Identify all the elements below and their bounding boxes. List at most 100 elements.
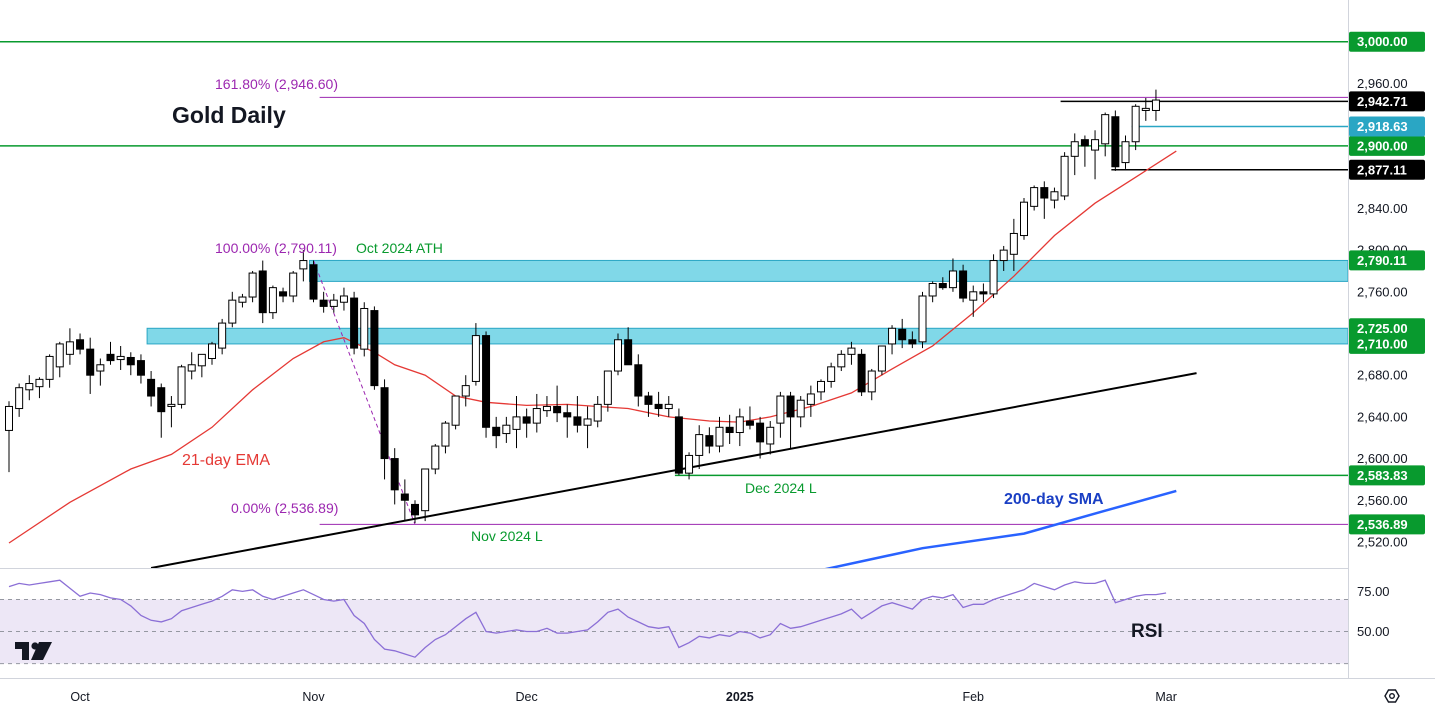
rsi-tick-label: 50.00 bbox=[1357, 624, 1390, 639]
candle-body bbox=[654, 403, 663, 410]
candle-44 bbox=[451, 395, 460, 430]
price-tag-bg bbox=[1349, 91, 1425, 112]
candle-88 bbox=[898, 318, 907, 349]
candle-11 bbox=[116, 346, 125, 370]
candle-body bbox=[745, 420, 754, 426]
price-tag-2,918.63: 2,918.63 bbox=[1349, 116, 1425, 137]
price-tag-text: 3,000.00 bbox=[1357, 34, 1408, 49]
sma200-line bbox=[824, 489, 1177, 568]
candle-body bbox=[96, 364, 105, 372]
candle-body bbox=[1151, 99, 1160, 111]
indicator-lines bbox=[8, 150, 1197, 568]
price-tick-label: 2,680.00 bbox=[1357, 368, 1408, 383]
price-tag-bg bbox=[1349, 333, 1425, 354]
candle-85 bbox=[867, 368, 876, 401]
candle-body bbox=[136, 360, 145, 376]
candle-body bbox=[928, 282, 937, 297]
candle-9 bbox=[96, 358, 105, 386]
candle-body bbox=[715, 426, 724, 447]
candle-78 bbox=[796, 396, 805, 428]
candle-body bbox=[197, 353, 206, 367]
candle-2 bbox=[25, 375, 34, 401]
candle-body bbox=[35, 378, 44, 388]
candle-body bbox=[177, 366, 186, 405]
candle-24 bbox=[248, 270, 257, 303]
candle-17 bbox=[177, 364, 186, 409]
candle-15 bbox=[157, 383, 166, 438]
candle-31 bbox=[319, 291, 328, 313]
candle-110 bbox=[1121, 135, 1130, 169]
price-tag-2,900.00: 2,900.00 bbox=[1349, 135, 1425, 156]
candle-body bbox=[370, 310, 379, 387]
candle-body bbox=[116, 355, 125, 361]
candle-73 bbox=[745, 406, 754, 430]
candle-body bbox=[634, 364, 643, 397]
candle-35 bbox=[360, 302, 369, 357]
price-tag-text: 2,877.11 bbox=[1357, 162, 1407, 177]
price-tag-2,536.89: 2,536.89 bbox=[1349, 514, 1425, 535]
price-tag-2,725.00: 2,725.00 bbox=[1349, 318, 1425, 339]
candle-6 bbox=[65, 328, 74, 365]
candle-91 bbox=[928, 281, 937, 303]
price-tag-bg bbox=[1349, 135, 1425, 156]
candle-body bbox=[614, 339, 622, 372]
candle-body bbox=[339, 295, 348, 303]
candle-67 bbox=[685, 452, 694, 480]
candle-body bbox=[360, 307, 369, 350]
candle-37 bbox=[380, 379, 389, 480]
candle-body bbox=[309, 264, 318, 300]
price-tag-bg bbox=[1349, 250, 1425, 271]
candle-body bbox=[76, 339, 85, 350]
candle-18 bbox=[187, 352, 196, 380]
candle-body bbox=[806, 393, 815, 405]
candle-body bbox=[786, 395, 795, 418]
candle-body bbox=[867, 370, 876, 393]
candle-107 bbox=[1091, 130, 1100, 180]
candle-52 bbox=[532, 393, 541, 433]
candle-body bbox=[522, 416, 531, 424]
candle-14 bbox=[147, 371, 156, 407]
price-tag-bg bbox=[1349, 116, 1425, 137]
candle-89 bbox=[908, 331, 917, 349]
settings-gear-icon[interactable] bbox=[1384, 689, 1400, 703]
dec-low-label: Dec 2024 L bbox=[745, 480, 817, 496]
candle-body bbox=[563, 412, 572, 418]
candle-body bbox=[329, 299, 338, 307]
candle-body bbox=[624, 339, 633, 366]
rsi-label: RSI bbox=[1131, 621, 1163, 642]
candle-90 bbox=[918, 291, 927, 349]
candle-body bbox=[15, 387, 24, 410]
candle-96 bbox=[979, 283, 988, 303]
candle-body bbox=[502, 424, 511, 435]
price-tag-text: 2,710.00 bbox=[1357, 336, 1408, 351]
candle-13 bbox=[136, 354, 145, 384]
tradingview-logo-icon[interactable] bbox=[15, 642, 52, 660]
candle-99 bbox=[1009, 218, 1018, 271]
candle-39 bbox=[400, 479, 409, 522]
candle-body bbox=[695, 434, 704, 456]
candle-body bbox=[512, 416, 521, 430]
candle-43 bbox=[441, 421, 450, 454]
candle-106 bbox=[1080, 135, 1089, 167]
candle-body bbox=[583, 418, 592, 426]
candle-1 bbox=[15, 383, 24, 417]
candle-12 bbox=[126, 352, 135, 376]
candle-70 bbox=[715, 416, 724, 453]
candle-109 bbox=[1111, 110, 1120, 171]
candle-111 bbox=[1131, 104, 1140, 151]
candle-body bbox=[208, 343, 216, 360]
time-axis[interactable]: Oct Nov Dec 2025 Feb Mar bbox=[70, 690, 1177, 704]
candle-body bbox=[461, 385, 470, 397]
candle-body bbox=[228, 299, 237, 324]
candle-68 bbox=[695, 425, 704, 469]
candle-body bbox=[553, 405, 562, 414]
candle-body bbox=[644, 395, 653, 405]
price-tag-text: 2,918.63 bbox=[1357, 119, 1408, 134]
candle-46 bbox=[471, 323, 480, 386]
candle-body bbox=[1060, 155, 1069, 197]
candle-body bbox=[1141, 107, 1150, 111]
candle-body bbox=[877, 345, 886, 372]
candle-body bbox=[959, 270, 968, 299]
candle-77 bbox=[786, 391, 795, 449]
candle-body bbox=[147, 378, 156, 397]
